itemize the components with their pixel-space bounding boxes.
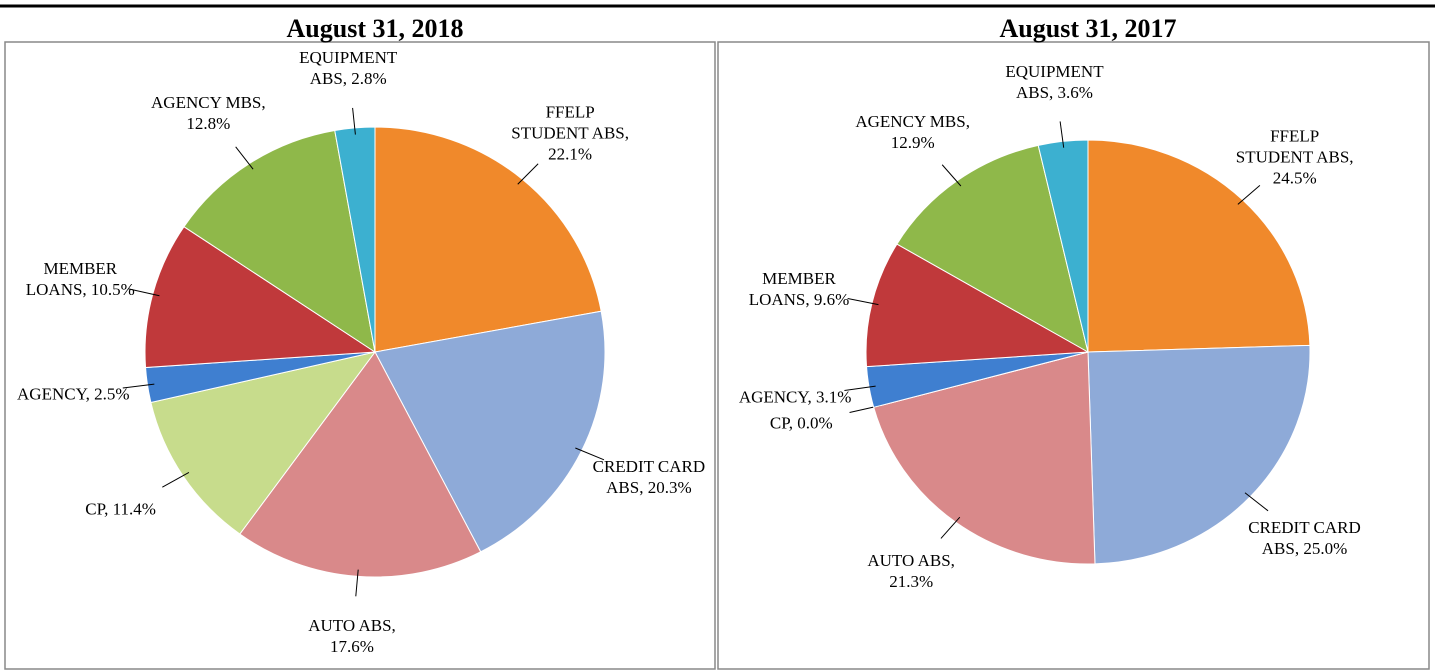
leader-line (1244, 492, 1269, 512)
chart-title: August 31, 2017 (999, 14, 1177, 43)
leader-line (847, 298, 879, 306)
leader-line (575, 447, 605, 461)
leader-line (235, 146, 254, 170)
data-label: CP, 11.4% (85, 499, 156, 519)
data-label: AGENCY, 3.1% (738, 387, 852, 407)
leader-line (352, 107, 356, 135)
data-label: AUTO ABS, 21.3% (867, 550, 955, 591)
leader-line (355, 569, 359, 597)
data-label: AGENCY, 2.5% (17, 384, 130, 404)
data-label: EQUIPMENT ABS, 2.8% (299, 48, 398, 89)
leader-line (128, 288, 160, 297)
chart-title: August 31, 2018 (286, 14, 464, 43)
leader-line (1237, 185, 1261, 205)
data-label: CP, 0.0% (769, 413, 833, 433)
data-label: FFELP STUDENT ABS, 22.1% (511, 102, 630, 164)
leader-line (941, 164, 962, 187)
data-label: MEMBER LOANS, 10.5% (25, 258, 135, 299)
leader-line (1059, 121, 1065, 148)
pie-slice (374, 126, 602, 353)
data-label: FFELP STUDENT ABS, 24.5% (1235, 126, 1354, 188)
leader-line (517, 163, 539, 185)
data-label: CREDIT CARD ABS, 25.0% (1248, 518, 1361, 559)
data-label: CREDIT CARD ABS, 20.3% (592, 457, 706, 498)
data-label: AGENCY MBS, 12.8% (151, 93, 266, 134)
leader-line (940, 516, 961, 539)
leader-line (122, 383, 155, 389)
data-label: AUTO ABS, 17.6% (308, 616, 396, 657)
panel (4, 41, 716, 670)
panel (717, 41, 1430, 670)
data-label: MEMBER LOANS, 9.6% (748, 269, 850, 310)
data-label: AGENCY MBS, 12.9% (855, 112, 970, 153)
leader-line (162, 471, 190, 488)
leader-line (844, 385, 876, 391)
data-label: EQUIPMENT ABS, 3.6% (1005, 61, 1104, 102)
